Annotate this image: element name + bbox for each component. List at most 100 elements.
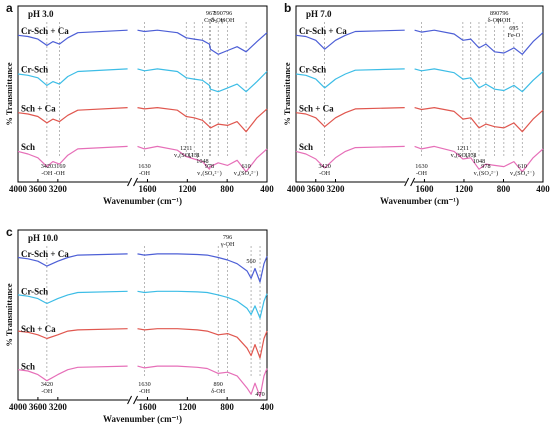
series-label: Cr-Sch [21,287,48,297]
axis-break-mark [127,177,132,187]
peak-annotation: v₃(SO₄²⁻) [451,152,476,159]
peak-annotation: γ-OH [496,17,511,24]
plot-frame [17,5,268,183]
x-tick-label: 400 [260,184,274,194]
x-tick-label: 4000 [9,184,28,194]
series-line [137,106,268,133]
series-label: Sch + Ca [299,103,334,113]
series-line [137,290,268,319]
axis-break-mark [127,395,132,405]
series-label: Sch [21,361,35,371]
series-label: Cr-Sch + Ca [299,26,347,36]
peak-annotation: 695 [509,25,518,32]
x-tick-label: 1200 [178,402,197,412]
peak-annotation: -OH [416,170,428,177]
peak-annotation: 610 [241,163,250,170]
x-tick-label: 3200 [49,402,68,412]
series-label: Sch + Ca [21,103,56,113]
series-label: Sch [21,142,35,152]
axis-break-mark [410,177,416,187]
x-tick-label: 3600 [29,184,48,194]
peak-annotation: v₁(SO₄²⁻) [474,170,499,177]
peak-annotation: 890 [490,10,499,17]
series-line [137,145,268,173]
x-tick-label: 400 [260,402,274,412]
peak-annotation: 470 [255,391,264,398]
peak-annotation: δ-OH [488,17,502,24]
x-tick-label: 1200 [455,184,474,194]
series-line [414,68,544,93]
series-line [295,145,405,169]
y-axis-title: % Transmittance [282,62,292,125]
panel-title: pH 3.0 [28,9,54,19]
y-axis-title: % Transmittance [4,283,14,346]
peak-annotation: 3420 [318,163,330,170]
x-tick-label: 3200 [327,184,346,194]
peak-annotation: CrO₄ [204,17,217,24]
plot-frame [17,229,268,401]
peak-annotation: 560 [246,258,255,265]
peak-annotation: 3169 [53,163,65,170]
peak-annotation: 610 [518,163,527,170]
x-tick-label: 1600 [138,402,157,412]
peak-annotation: 1131 [188,152,200,159]
peak-annotation: γ-OH [220,241,235,248]
peak-annotation: 1131 [465,152,477,159]
series-label: Sch [299,142,313,152]
series-line [414,29,544,55]
x-tick-label: 4000 [9,402,28,412]
x-tick-label: 1600 [138,184,157,194]
series-line [137,365,268,398]
series-label: Sch + Ca [21,324,56,334]
peak-annotation: -OH [41,170,53,177]
peak-annotation: δ-OH [211,17,225,24]
series-line [137,253,268,283]
peak-annotation: 967 [206,10,215,17]
peak-annotation: 1630 [138,163,150,170]
series-line [17,290,128,305]
axis-break-mark [133,177,138,187]
x-tick-label: 3200 [49,184,68,194]
peak-annotation: 978 [481,163,490,170]
series-line [17,145,128,168]
peak-annotation: 3420 [41,163,53,170]
peak-annotation: 890 [214,381,223,388]
x-tick-label: 3600 [307,184,326,194]
peak-annotation: δ-OH [211,388,225,395]
series-line [137,68,268,93]
series-label: Cr-Sch [21,65,48,75]
peak-annotation: 796 [223,10,232,17]
series-line [137,328,268,359]
series-line [137,29,268,55]
x-tick-label: 800 [220,402,234,412]
series-line [17,253,128,267]
series-line [414,145,544,173]
peak-annotation: -OH [54,170,66,177]
x-tick-label: 1200 [178,184,197,194]
peak-annotation: 3420 [41,381,53,388]
series-line [17,365,128,382]
peak-annotation: 1048 [473,158,485,165]
peak-annotation: 796 [223,234,232,241]
peak-annotation: 1630 [138,381,150,388]
peak-annotation: v₄(SO₄²⁻) [510,170,535,177]
peak-annotation: -OH [139,388,151,395]
peak-annotation: 1630 [415,163,427,170]
panel-letter: c [6,225,13,239]
panel-title: pH 7.0 [306,9,332,19]
peak-annotation: v₁(SO₄²⁻) [197,170,222,177]
y-axis-title: % Transmittance [4,62,14,125]
series-line [17,107,128,124]
series-line [295,107,405,128]
peak-annotation: 1211 [457,145,469,152]
series-label: Cr-Sch [299,65,326,75]
panel-letter: a [6,1,13,15]
peak-annotation: 1211 [180,145,192,152]
panel-b: 4000 3600 3200 1600 1200 800 400 Wavenumber (cm… [282,1,550,206]
panel-c: 4000 3600 3200 1600 1200 800 400 Wavenumber (cm… [4,225,274,424]
peak-annotation: 1048 [196,158,208,165]
x-tick-label: 4000 [287,184,306,194]
x-tick-label: 400 [536,184,550,194]
peak-annotation: -OH [319,170,331,177]
